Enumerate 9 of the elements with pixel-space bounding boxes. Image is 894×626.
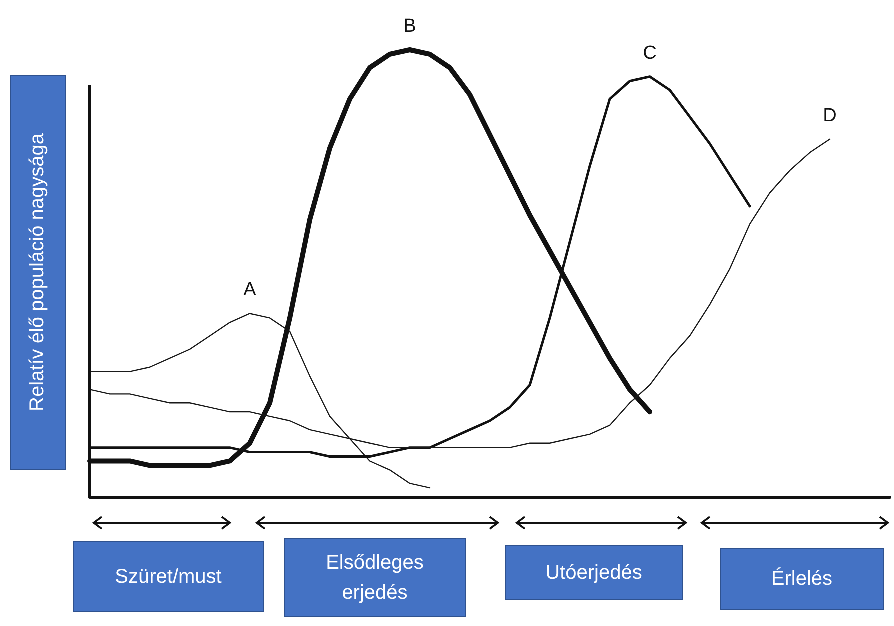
text: Elsődleges erjedés [325,550,425,606]
series-label: D [823,105,837,126]
text: Érlelés [771,566,833,592]
y-axis-title: Relatív élő populáció nagysága [26,134,50,412]
text: Utóerjedés [546,560,642,586]
series-label: B [404,16,416,37]
series-label: C [643,42,657,64]
text: Szüret/must [115,564,222,590]
series-label: A [244,280,257,301]
